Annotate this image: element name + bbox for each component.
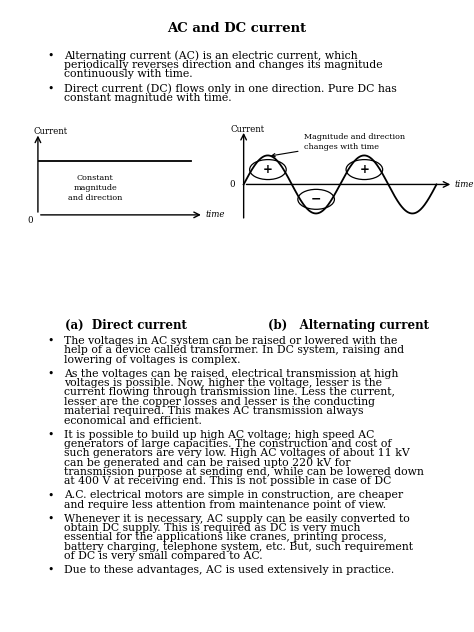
Text: transmission purpose at sending end, while can be lowered down: transmission purpose at sending end, whi…	[64, 467, 424, 477]
Text: can be generated and can be raised upto 220 kV for: can be generated and can be raised upto …	[64, 458, 350, 468]
Text: such generators are very low. High AC voltages of about 11 kV: such generators are very low. High AC vo…	[64, 448, 410, 458]
Text: time: time	[455, 180, 474, 189]
Text: It is possible to build up high AC voltage; high speed AC: It is possible to build up high AC volta…	[64, 430, 374, 439]
Text: Magnitude and direction
changes with time: Magnitude and direction changes with tim…	[272, 133, 405, 157]
Text: (b)   Alternating current: (b) Alternating current	[268, 319, 429, 332]
Text: material required. This makes AC transmission always: material required. This makes AC transmi…	[64, 406, 364, 416]
Text: Constant
magnitude
and direction: Constant magnitude and direction	[68, 174, 122, 202]
Text: obtain DC supply. This is required as DC is very much: obtain DC supply. This is required as DC…	[64, 523, 360, 533]
Text: current flowing through transmission line. Less the current,: current flowing through transmission lin…	[64, 387, 395, 398]
Text: •: •	[47, 83, 54, 94]
Text: −: −	[311, 193, 321, 206]
Text: A.C. electrical motors are simple in construction, are cheaper: A.C. electrical motors are simple in con…	[64, 490, 403, 501]
Text: constant magnitude with time.: constant magnitude with time.	[64, 93, 232, 102]
Text: •: •	[47, 336, 54, 346]
Text: •: •	[47, 51, 54, 61]
Text: Current: Current	[230, 125, 264, 133]
Text: Due to these advantages, AC is used extensively in practice.: Due to these advantages, AC is used exte…	[64, 565, 394, 575]
Text: time: time	[205, 210, 225, 219]
Text: As the voltages can be raised, electrical transmission at high: As the voltages can be raised, electrica…	[64, 368, 398, 379]
Text: Whenever it is necessary, AC supply can be easily converted to: Whenever it is necessary, AC supply can …	[64, 514, 410, 524]
Text: Current: Current	[33, 126, 67, 136]
Text: help of a device called transformer. In DC system, raising and: help of a device called transformer. In …	[64, 345, 404, 355]
Text: (a)  Direct current: (a) Direct current	[64, 319, 187, 332]
Text: generators of large capacities. The construction and cost of: generators of large capacities. The cons…	[64, 439, 392, 449]
Text: •: •	[47, 514, 54, 524]
Text: AC and DC current: AC and DC current	[167, 22, 307, 35]
Text: •: •	[47, 565, 54, 575]
Text: essential for the applications like cranes, printing process,: essential for the applications like cran…	[64, 532, 387, 542]
Text: battery charging, telephone system, etc. But, such requirement: battery charging, telephone system, etc.…	[64, 542, 413, 552]
Text: •: •	[47, 430, 54, 439]
Text: 0: 0	[27, 216, 33, 226]
Text: •: •	[47, 490, 54, 501]
Text: economical and efficient.: economical and efficient.	[64, 415, 202, 425]
Text: Direct current (DC) flows only in one direction. Pure DC has: Direct current (DC) flows only in one di…	[64, 83, 397, 94]
Text: of DC is very small compared to AC.: of DC is very small compared to AC.	[64, 551, 263, 561]
Text: lowering of voltages is complex.: lowering of voltages is complex.	[64, 355, 240, 365]
Text: periodically reverses direction and changes its magnitude: periodically reverses direction and chan…	[64, 60, 383, 70]
Text: voltages is possible. Now, higher the voltage, lesser is the: voltages is possible. Now, higher the vo…	[64, 378, 382, 388]
Text: The voltages in AC system can be raised or lowered with the: The voltages in AC system can be raised …	[64, 336, 397, 346]
Text: Alternating current (AC) is an electric current, which: Alternating current (AC) is an electric …	[64, 51, 357, 61]
Text: at 400 V at receiving end. This is not possible in case of DC: at 400 V at receiving end. This is not p…	[64, 477, 392, 486]
Text: +: +	[359, 163, 369, 176]
Text: lesser are the copper losses and lesser is the conducting: lesser are the copper losses and lesser …	[64, 397, 375, 407]
Text: 0: 0	[230, 180, 235, 189]
Text: •: •	[47, 368, 54, 379]
Text: continuously with time.: continuously with time.	[64, 70, 192, 79]
Text: and require less attention from maintenance point of view.: and require less attention from maintena…	[64, 500, 386, 509]
Text: +: +	[263, 163, 273, 176]
